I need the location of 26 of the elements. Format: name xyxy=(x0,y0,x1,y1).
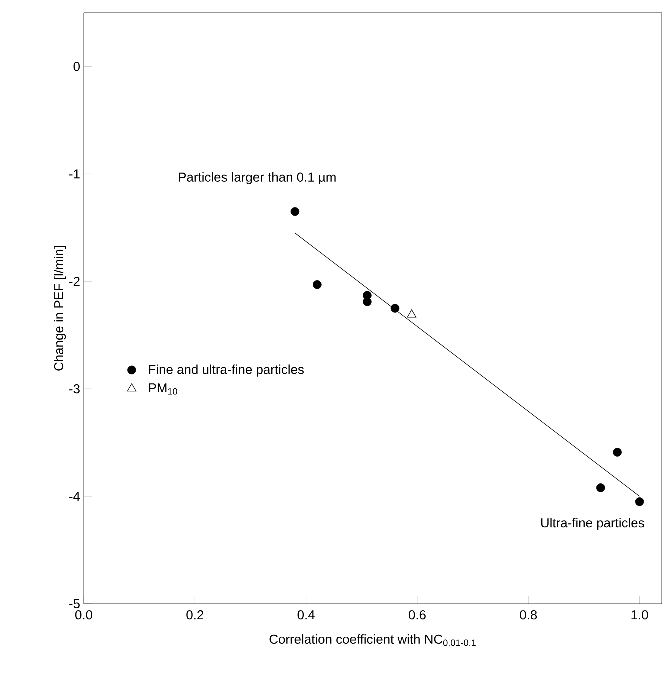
point xyxy=(407,310,416,318)
x-tick-label: 0.2 xyxy=(186,610,204,620)
x-tick-label: 0.6 xyxy=(408,610,426,620)
x-tick-label: 0.8 xyxy=(520,610,537,620)
y-tick-label: -4 xyxy=(69,492,80,501)
annotation: Ultra-fine particles xyxy=(541,518,644,530)
point xyxy=(362,298,372,306)
point xyxy=(390,304,400,313)
point xyxy=(596,484,606,492)
y-axis-title: Change in PEF [l/min] xyxy=(54,246,66,371)
y-tick-label: -3 xyxy=(69,384,80,394)
point xyxy=(613,448,622,457)
legend-label: Fine and ultra-fine particles xyxy=(149,364,304,377)
x-tick-label: 1.0 xyxy=(632,610,648,620)
y-tick-label: 0 xyxy=(74,62,80,72)
legend-label: PM$_{10}$ xyxy=(149,384,178,395)
x-axis-title: Correlation coefficient with NC$_{0.01-0.1}$ xyxy=(270,634,476,646)
y-tick-label: -2 xyxy=(69,277,80,286)
y-tick-label: -5 xyxy=(69,599,80,609)
point xyxy=(290,207,300,216)
x-tick-label: 0.0 xyxy=(75,610,92,620)
y-tick-label: -1 xyxy=(69,170,80,179)
point xyxy=(635,498,644,506)
x-tick-label: 0.4 xyxy=(298,610,315,620)
annotation: Particles larger than 0.1 µm xyxy=(179,172,336,185)
point xyxy=(312,280,322,290)
